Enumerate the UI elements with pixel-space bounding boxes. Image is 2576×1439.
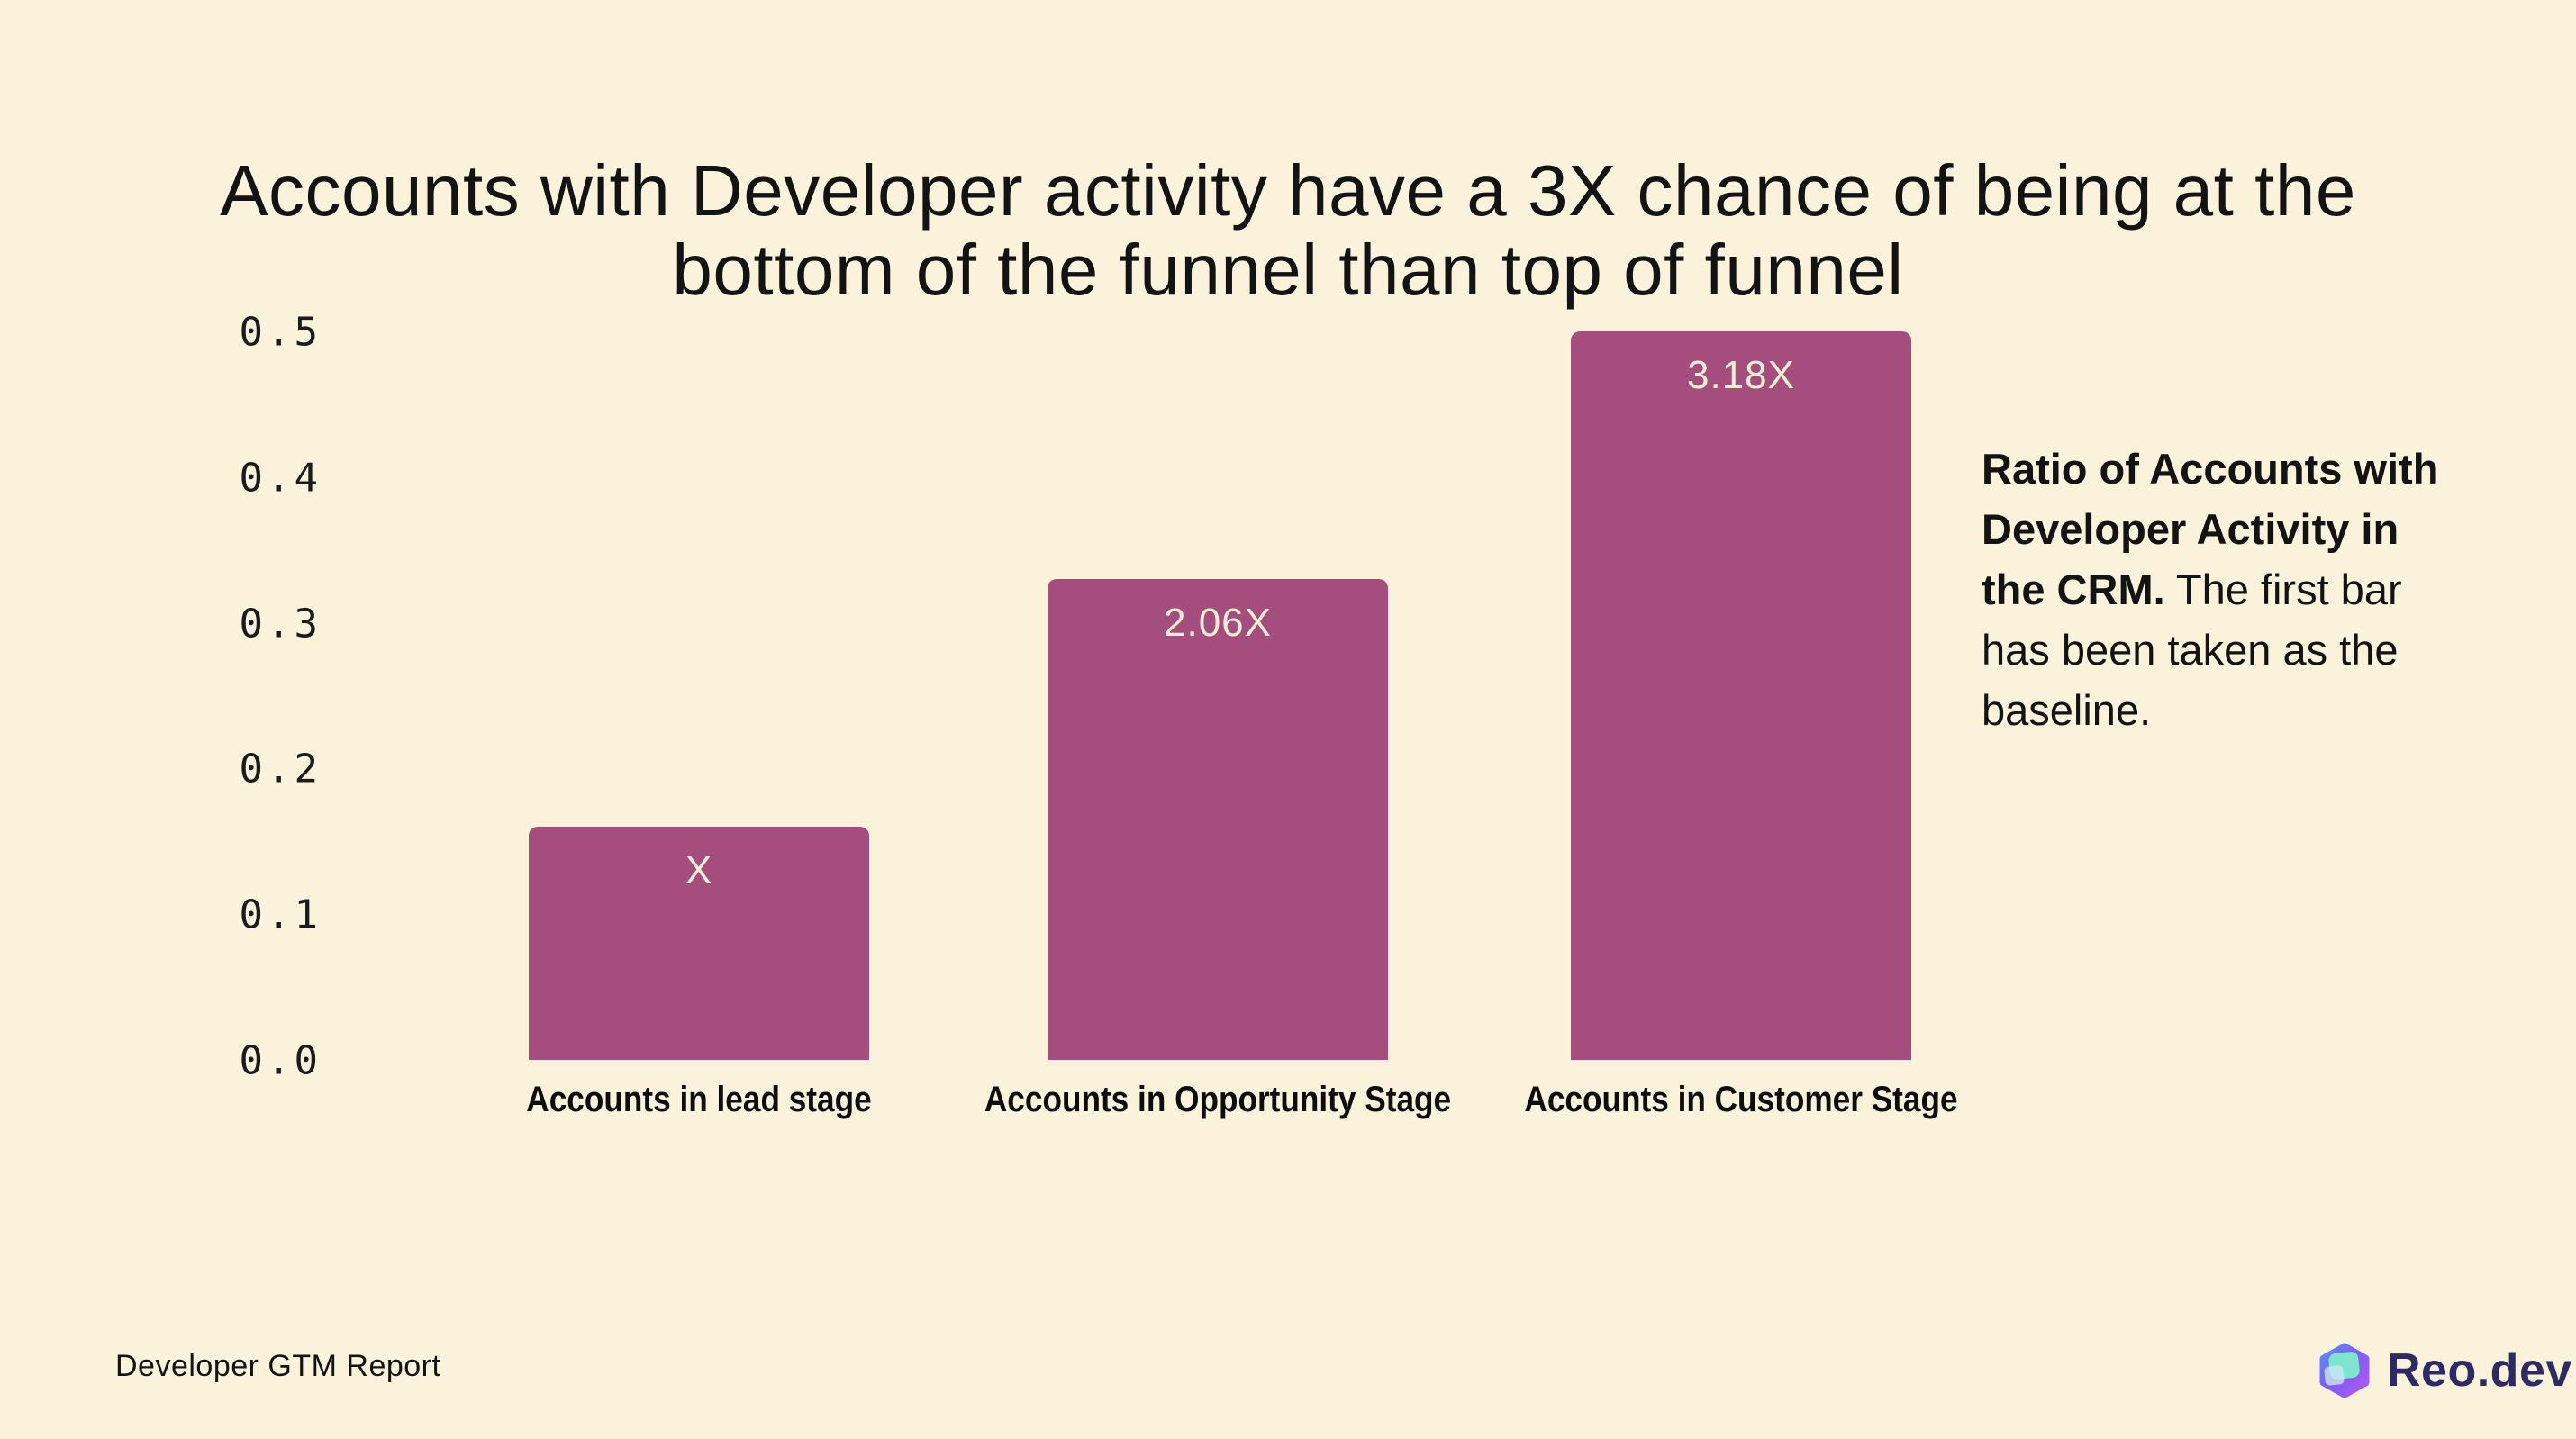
bar-category-label: Accounts in lead stage bbox=[526, 1080, 872, 1119]
footer-label: Developer GTM Report bbox=[115, 1349, 441, 1383]
bar-customer-stage: 3.18X Accounts in Customer Stage bbox=[1524, 331, 1958, 1119]
y-axis: 0.5 0.4 0.3 0.2 0.1 0.0 bbox=[0, 0, 322, 1439]
bar-category-label: Accounts in Opportunity Stage bbox=[984, 1080, 1452, 1119]
bar-opportunity-stage: 2.06X Accounts in Opportunity Stage bbox=[984, 579, 1451, 1119]
y-tick-label: 0.1 bbox=[239, 891, 322, 938]
y-tick-label: 0.4 bbox=[239, 455, 322, 502]
annotation: Ratio of Accounts with Developer Activit… bbox=[1982, 439, 2463, 740]
y-tick-label: 0.2 bbox=[239, 746, 322, 792]
y-tick-label: 0.0 bbox=[239, 1037, 322, 1084]
reodev-logo-icon bbox=[2319, 1343, 2370, 1398]
chart-title-line-1: Accounts with Developer activity have a … bbox=[220, 150, 2356, 231]
chart-title: Accounts with Developer activity have a … bbox=[0, 151, 2576, 310]
annotation-regular-text: The first bar has been taken as the base… bbox=[1982, 566, 2402, 734]
bar-value-label: X bbox=[685, 848, 713, 892]
reodev-logo-text: Reo.dev bbox=[2387, 1344, 2572, 1397]
y-tick-label: 0.3 bbox=[239, 601, 322, 647]
bar-category-label: Accounts in Customer Stage bbox=[1524, 1080, 1958, 1119]
bar-value-label: 2.06X bbox=[1164, 601, 1272, 645]
chart-title-line-2: bottom of the funnel than top of funnel bbox=[672, 230, 1904, 310]
annotation-bold-text: Ratio of Accounts with Developer Activit… bbox=[1982, 445, 2439, 613]
bar-lead-stage: X Accounts in lead stage bbox=[526, 827, 872, 1119]
reodev-logo: Reo.dev bbox=[2315, 1342, 2572, 1399]
y-tick-label: 0.5 bbox=[239, 309, 322, 356]
bar-value-label: 3.18X bbox=[1687, 353, 1795, 397]
